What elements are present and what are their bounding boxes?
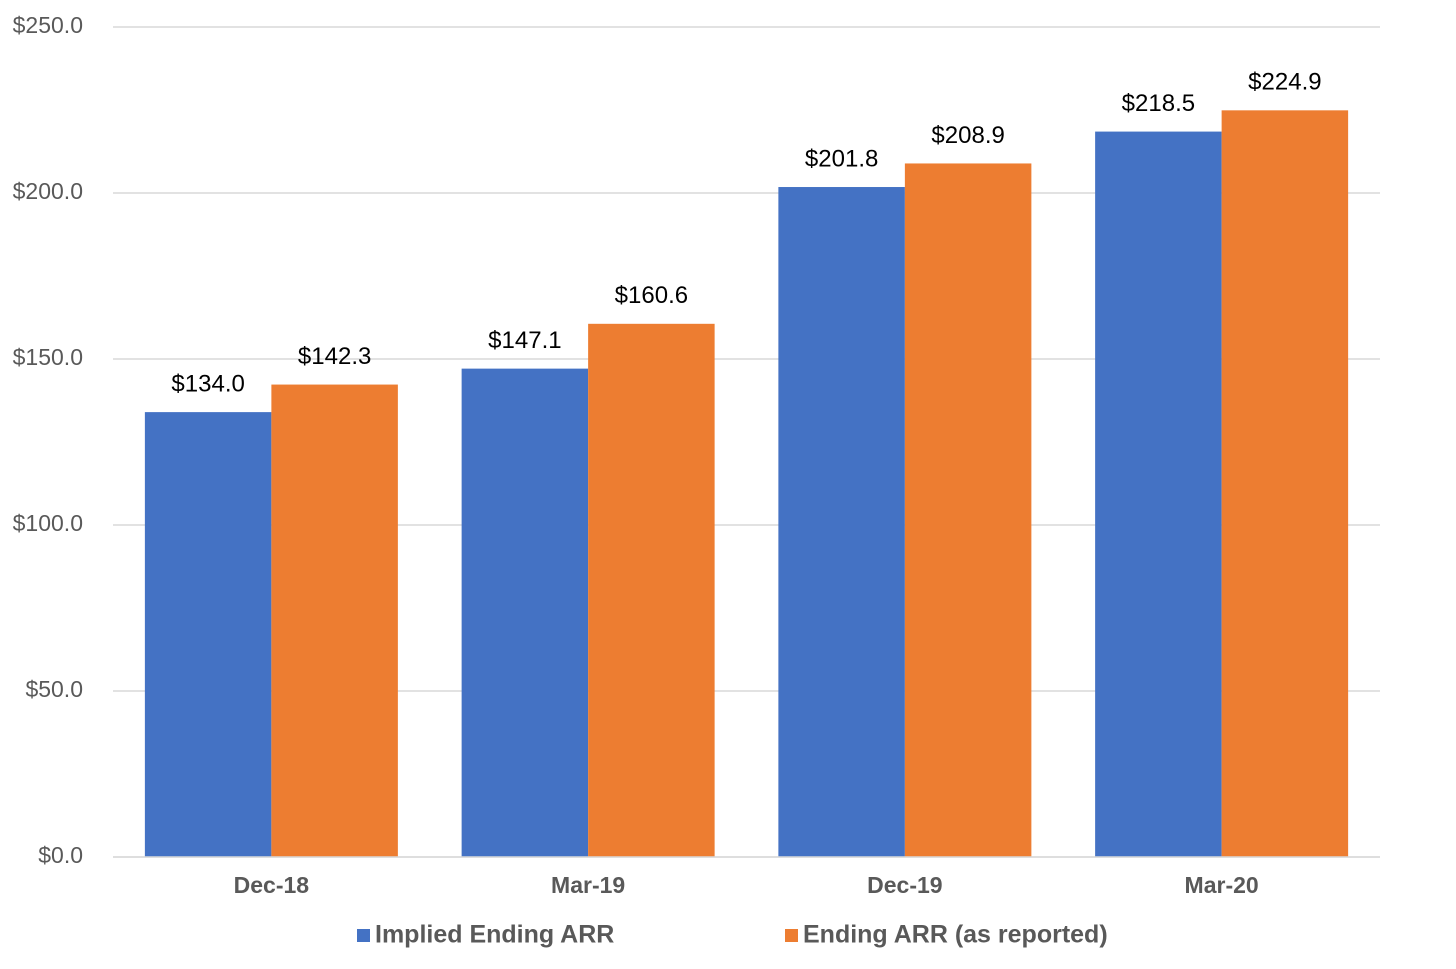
x-tick-label: Mar-19 <box>551 872 625 898</box>
value-label: $201.8 <box>805 145 878 172</box>
bar <box>778 187 905 858</box>
y-tick-label: $100.0 <box>13 510 83 536</box>
legend-swatch <box>785 929 798 942</box>
bar <box>1221 110 1349 857</box>
y-tick-label: $250.0 <box>13 12 83 38</box>
x-tick-label: Mar-20 <box>1185 872 1259 898</box>
bar <box>271 384 398 857</box>
y-tick-label: $200.0 <box>13 178 83 204</box>
value-label: $147.1 <box>488 327 561 354</box>
value-label: $208.9 <box>931 122 1004 149</box>
x-tick-label: Dec-19 <box>867 872 942 898</box>
bar <box>904 163 1032 857</box>
legend-swatch <box>357 929 370 942</box>
value-label: $142.3 <box>298 343 371 370</box>
bar <box>144 412 272 857</box>
value-label: $160.6 <box>615 282 688 309</box>
y-tick-label: $0.0 <box>38 842 83 868</box>
value-label: $134.0 <box>171 370 244 397</box>
bar <box>461 368 589 857</box>
y-tick-label: $150.0 <box>13 344 83 370</box>
bar <box>588 323 715 858</box>
x-tick-label: Dec-18 <box>234 872 310 898</box>
bar <box>1095 131 1222 857</box>
value-label: $218.5 <box>1122 90 1195 117</box>
legend-label: Ending ARR (as reported) <box>803 921 1108 949</box>
value-label: $224.9 <box>1248 69 1321 96</box>
y-tick-label: $50.0 <box>25 676 83 702</box>
legend-label: Implied Ending ARR <box>375 921 614 949</box>
